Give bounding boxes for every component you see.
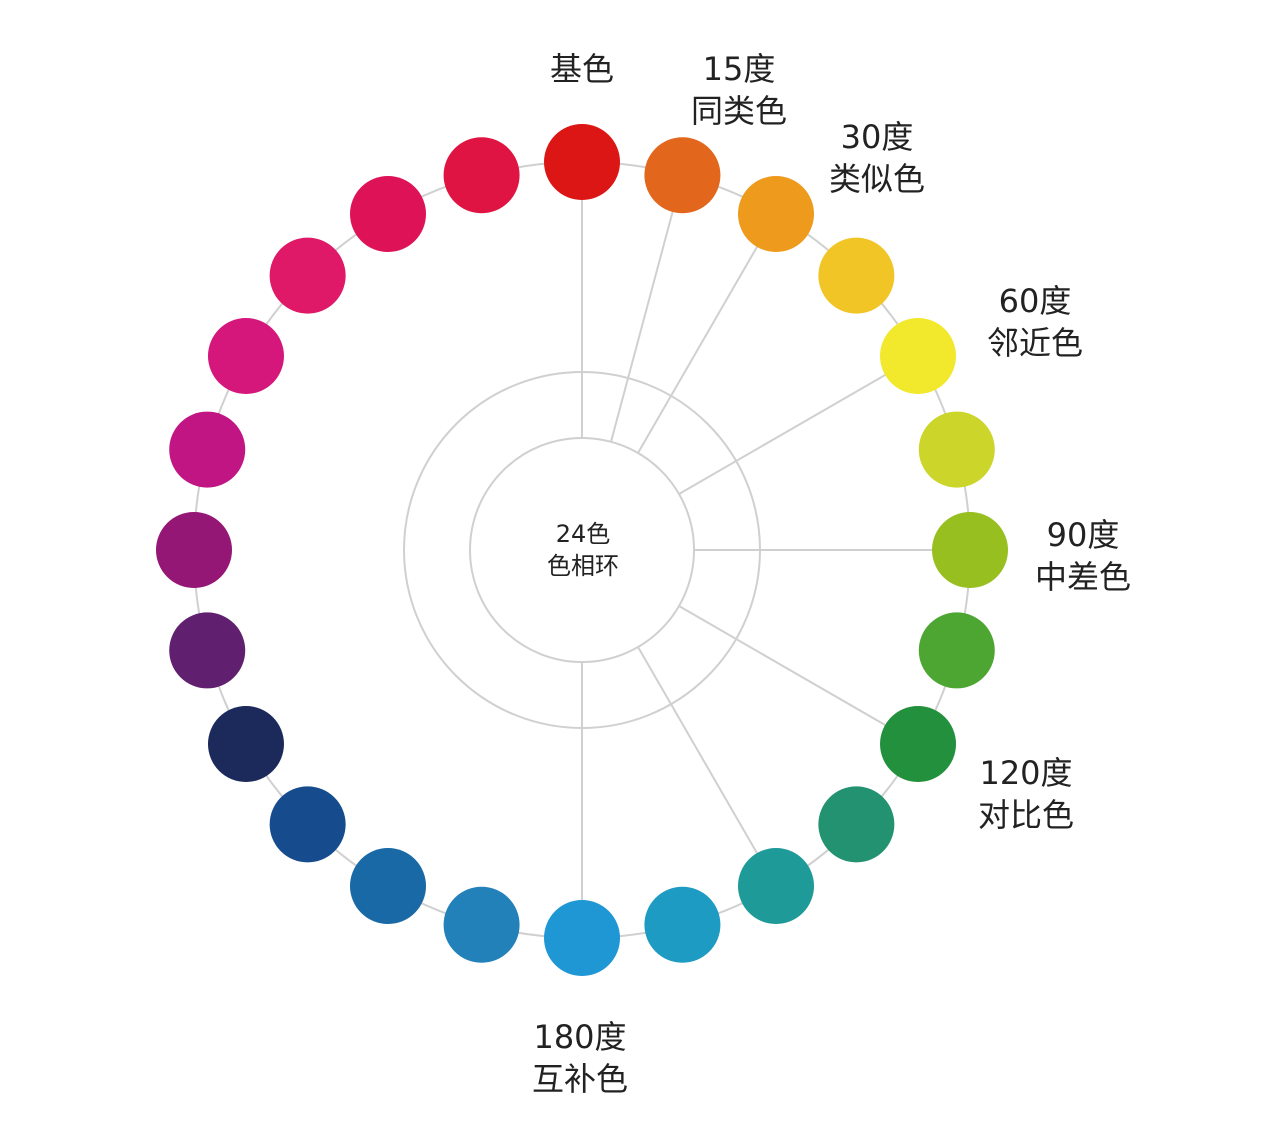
label-90-degree-name: 中差色: [1034, 558, 1131, 596]
hue-dot-21: [207, 318, 284, 394]
label-90-degree: 90度 中差色: [1016, 514, 1150, 598]
hue-dot-14: [443, 886, 520, 963]
hue-dot-16: [269, 786, 346, 863]
hue-dot-20: [169, 411, 246, 488]
center-title-line1: 24色: [555, 520, 611, 548]
label-60-degree-name: 邻近色: [986, 324, 1083, 362]
label-90-degree-angle: 90度: [1046, 516, 1120, 554]
label-15-degree-angle: 15度: [702, 50, 776, 88]
hue-dot-1: [544, 124, 620, 200]
label-15-degree: 15度 同类色: [672, 48, 806, 132]
label-30-degree-angle: 30度: [840, 118, 914, 156]
spoke-line-150-degree: [637, 646, 777, 887]
hue-dot-6: [918, 411, 995, 488]
hue-dot-17: [207, 706, 284, 782]
hue-dot-19: [156, 512, 232, 588]
inner-rings: [403, 371, 761, 729]
spoke-line-30-degree: [637, 213, 777, 454]
hue-dot-3: [738, 175, 814, 252]
spoke-line-15-degree: [610, 174, 684, 443]
label-180-degree-name: 互补色: [531, 1060, 628, 1098]
hue-dot-8: [918, 612, 995, 689]
spoke-line-120-degree: [678, 605, 919, 745]
label-180-degree: 180度 互补色: [510, 1016, 650, 1100]
hue-dot-18: [169, 612, 246, 689]
hue-dot-22: [269, 237, 346, 314]
hue-dot-11: [738, 848, 814, 925]
hue-dot-7: [932, 512, 1008, 588]
hue-dots: [156, 124, 1008, 976]
label-120-degree: 120度 对比色: [956, 752, 1096, 836]
hue-dot-15: [350, 848, 426, 925]
label-30-degree: 30度 类似色: [810, 116, 944, 200]
hue-dot-9: [880, 706, 957, 782]
hue-dot-24: [443, 137, 520, 214]
label-base-color-text: 基色: [549, 50, 614, 88]
center-title: 24色 色相环: [483, 518, 683, 582]
label-60-degree: 60度 邻近色: [968, 280, 1102, 364]
label-30-degree-name: 类似色: [828, 160, 925, 198]
label-120-degree-angle: 120度: [979, 754, 1073, 792]
hue-dot-23: [350, 175, 426, 252]
label-60-degree-angle: 60度: [998, 282, 1072, 320]
label-15-degree-name: 同类色: [690, 92, 787, 130]
hue-dot-2: [644, 137, 721, 214]
middle-ring-circle: [403, 371, 761, 729]
hue-dot-12: [644, 886, 721, 963]
angle-spokes: [581, 162, 970, 938]
center-ring-circle: [469, 437, 695, 663]
label-base-color: 基色: [520, 48, 644, 90]
center-title-line2: 色相环: [547, 552, 619, 580]
spoke-line-60-degree: [678, 355, 919, 495]
hue-dot-13: [544, 900, 620, 976]
label-120-degree-name: 对比色: [977, 796, 1074, 834]
hue-dot-4: [818, 237, 895, 314]
label-180-degree-angle: 180度: [533, 1018, 627, 1056]
hue-dot-10: [818, 786, 895, 863]
hue-dot-5: [880, 318, 957, 394]
